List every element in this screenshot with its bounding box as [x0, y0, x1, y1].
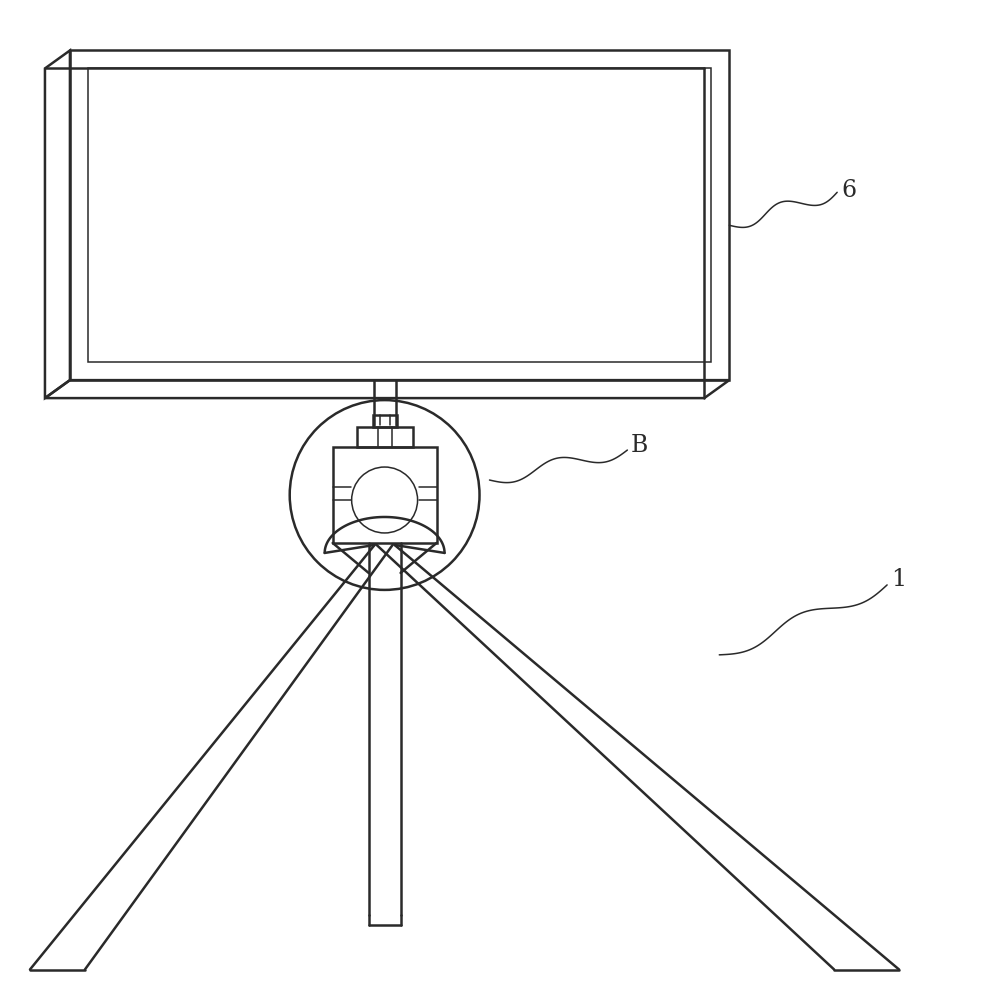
Text: B: B [630, 434, 648, 457]
Text: 6: 6 [841, 179, 857, 202]
Text: 1: 1 [891, 568, 907, 591]
